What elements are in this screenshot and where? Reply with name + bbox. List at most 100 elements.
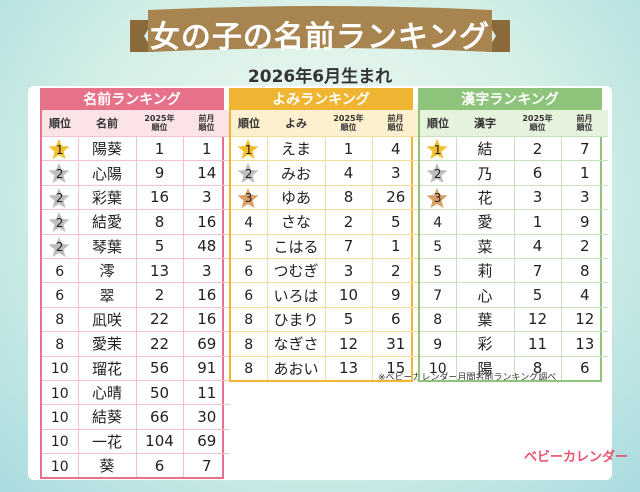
cell: 7 — [182, 453, 230, 478]
column-header: 2025年 順位 — [522, 114, 553, 132]
cell: 一花 — [77, 428, 136, 454]
cell: 菜 — [455, 233, 514, 259]
cell: 5 — [513, 282, 561, 308]
cell: 6 — [560, 355, 608, 380]
cell: 葵 — [77, 453, 136, 478]
section-title: 名前ランキング — [42, 90, 222, 110]
row: 2 結愛 8 16 — [42, 209, 230, 235]
cell: 莉 — [455, 257, 514, 283]
star — [48, 236, 70, 257]
logo: ベビーカレンダー — [524, 450, 629, 465]
rank-number: 10 — [50, 361, 69, 378]
star — [426, 163, 448, 184]
row: 10 瑠花 56 91 — [42, 355, 230, 381]
rank-number: 10 — [50, 409, 69, 426]
rank: 2 — [42, 233, 78, 259]
rank-number: 1 — [433, 142, 442, 157]
cell: ひまり — [266, 306, 325, 332]
rank-number: 6 — [55, 263, 65, 280]
rank: 1 — [231, 135, 267, 161]
cell: 1 — [135, 135, 183, 161]
cell: つむぎ — [266, 257, 325, 283]
cell: 5 — [324, 306, 372, 332]
rank-number: 8 — [433, 312, 443, 329]
row: 2 彩葉 16 3 — [42, 184, 230, 210]
cell: 16 — [135, 184, 183, 210]
cell: えま — [266, 135, 325, 161]
row: 10 心晴 50 11 — [42, 379, 230, 405]
cell: 心陽 — [77, 160, 136, 186]
rank-number: 1 — [55, 142, 64, 157]
header-row: 順位 名前 2025年 順位 前月 順位 — [42, 110, 230, 137]
cell: 2 — [560, 233, 608, 259]
cell: 3 — [182, 257, 230, 283]
rank-number: 2 — [55, 191, 64, 206]
cell: 1 — [324, 135, 372, 161]
cell: 2 — [324, 209, 372, 235]
row: 8 あおい 13 15 — [231, 355, 419, 380]
column-header: 2025年 順位 — [144, 114, 175, 132]
column-header: 順位 — [238, 116, 260, 130]
cell: 琴葉 — [77, 233, 136, 259]
cell: 陽葵 — [77, 135, 136, 161]
star — [237, 139, 259, 159]
cell: 13 — [135, 257, 183, 283]
cell: なぎさ — [266, 331, 325, 357]
banner — [130, 6, 510, 52]
rank: 4 — [231, 209, 267, 235]
cell: 1 — [560, 160, 608, 186]
cell: 3 — [513, 184, 561, 210]
rank: 9 — [420, 331, 456, 357]
rank-number: 8 — [55, 336, 65, 353]
row: 8 愛茉 22 69 — [42, 331, 230, 357]
row: 8 ひまり 5 6 — [231, 306, 419, 332]
rank: 8 — [231, 355, 267, 380]
cell: 4 — [560, 282, 608, 308]
rank-number: 7 — [433, 288, 443, 305]
row: 8 凪咲 22 16 — [42, 306, 230, 332]
cell: 3 — [560, 184, 608, 210]
subtitle: 2026年6月生まれ — [247, 67, 393, 87]
row: 10 陽 8 6 — [420, 355, 608, 380]
cell: 50 — [135, 379, 183, 405]
cell: 澪 — [77, 257, 136, 283]
rank: 5 — [420, 257, 456, 283]
column-header: よみ — [285, 116, 307, 130]
row: 8 なぎさ 12 31 — [231, 331, 419, 357]
cell: 2 — [371, 257, 419, 283]
cell: 3 — [182, 184, 230, 210]
column-header: 名前 — [96, 116, 118, 130]
rank: 10 — [42, 453, 78, 478]
cell: 6 — [513, 160, 561, 186]
row: 9 彩 11 13 — [420, 331, 608, 357]
section-title: よみランキング — [231, 90, 411, 110]
header-row: 順位 よみ 2025年 順位 前月 順位 — [231, 110, 419, 137]
column-header: 2025年 順位 — [333, 114, 364, 132]
cell: 13 — [560, 331, 608, 357]
rank: 1 — [420, 135, 456, 161]
cell: 8 — [560, 257, 608, 283]
cell: 12 — [560, 306, 608, 332]
rank-number: 6 — [244, 263, 254, 280]
cell: 69 — [182, 428, 230, 454]
column-header: 順位 — [427, 116, 449, 130]
rank-number: 2 — [433, 167, 442, 182]
cell: 心 — [455, 282, 514, 308]
cell: 26 — [371, 184, 419, 210]
cell: 2 — [135, 282, 183, 308]
rank-number: 8 — [244, 336, 254, 353]
row: 6 いろは 10 9 — [231, 282, 419, 308]
ranking-table: 順位 よみ 2025年 順位 前月 順位 1 えま 1 4 2 みお 4 3 3 ゆあ 8 26 4 さな 2 5 5 こ… — [231, 110, 419, 380]
rank-number: 10 — [50, 385, 69, 402]
cell: 4 — [371, 135, 419, 161]
cell: 12 — [324, 331, 372, 357]
star — [48, 212, 70, 233]
row: 5 こはる 7 1 — [231, 233, 419, 259]
row: 10 葵 6 7 — [42, 453, 230, 478]
cell: 6 — [371, 306, 419, 332]
rank: 8 — [42, 306, 78, 332]
rank: 8 — [42, 331, 78, 357]
rank: 10 — [420, 355, 456, 380]
cell: 4 — [513, 233, 561, 259]
